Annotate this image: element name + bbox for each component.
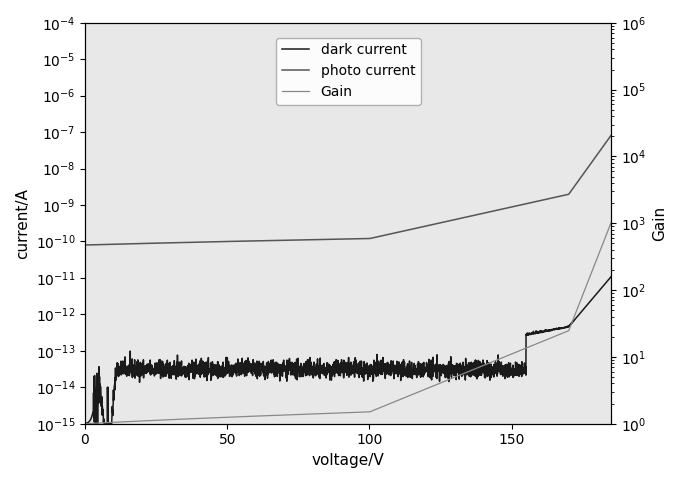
- Gain: [141, 418, 149, 424]
- dark current: [597, 285, 606, 291]
- X-axis label: voltage/V: voltage/V: [312, 453, 385, 468]
- photo current: [607, 132, 615, 138]
- photo current: [283, 237, 291, 243]
- dark current: [283, 357, 291, 363]
- photo current: [540, 197, 548, 202]
- photo current: [597, 146, 605, 152]
- dark current: [540, 328, 548, 334]
- Y-axis label: current/A: current/A: [15, 188, 30, 259]
- Line: dark current: dark current: [85, 276, 611, 424]
- Gain: [540, 338, 548, 343]
- Legend: dark current, photo current, Gain: dark current, photo current, Gain: [276, 38, 421, 105]
- photo current: [306, 237, 314, 242]
- Gain: [172, 416, 180, 422]
- Gain: [607, 219, 615, 225]
- photo current: [81, 242, 89, 248]
- photo current: [141, 241, 149, 246]
- Gain: [81, 421, 89, 426]
- Line: photo current: photo current: [85, 135, 611, 245]
- Gain: [283, 412, 291, 418]
- Gain: [597, 245, 605, 251]
- Gain: [306, 411, 314, 417]
- dark current: [81, 421, 89, 426]
- dark current: [91, 421, 99, 426]
- dark current: [306, 368, 314, 373]
- dark current: [173, 373, 181, 379]
- photo current: [172, 240, 180, 245]
- Line: Gain: Gain: [85, 222, 611, 424]
- Y-axis label: Gain: Gain: [652, 206, 667, 241]
- dark current: [607, 273, 615, 279]
- dark current: [141, 365, 149, 371]
